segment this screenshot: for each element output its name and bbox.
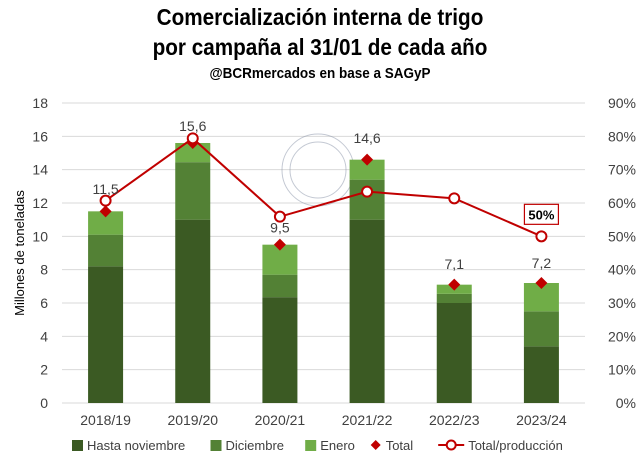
bar-diciembre	[88, 234, 124, 267]
y-tick-label: 10	[32, 228, 48, 244]
y-tick-label: 4	[40, 328, 48, 344]
bar-diciembre	[523, 311, 559, 347]
y2-tick-label: 10%	[608, 362, 636, 378]
ratio-marker	[186, 132, 199, 145]
x-tick-label: 2023/24	[516, 412, 567, 428]
total-data-label: 14,6	[353, 130, 380, 146]
x-tick-label: 2020/21	[255, 412, 306, 428]
total-marker	[448, 278, 461, 291]
y-tick-label: 8	[40, 262, 48, 278]
x-tick-label: 2019/20	[167, 412, 218, 428]
legend-swatch	[305, 440, 317, 451]
ratio-marker	[448, 192, 461, 205]
y-tick-label: 18	[32, 95, 48, 111]
legend-total-marker	[370, 440, 381, 450]
total-data-label: 7,2	[532, 255, 552, 271]
total-marker	[361, 153, 374, 166]
y2-tick-label: 90%	[608, 95, 636, 111]
y-tick-label: 16	[32, 128, 48, 144]
ratio-marker	[99, 194, 112, 207]
bar-hasta-noviembre	[88, 266, 124, 403]
legend-swatch	[72, 440, 83, 451]
total-data-label: 9,5	[270, 220, 290, 236]
bar-enero	[349, 159, 385, 180]
y-tick-label: 12	[32, 195, 48, 211]
chart-subtitle: @BCRmercados en base a SAGyP	[209, 65, 431, 82]
legend-label: Total	[386, 438, 414, 453]
legend-label: Hasta noviembre	[87, 438, 185, 453]
total-data-label: 15,6	[179, 118, 206, 134]
bar-hasta-noviembre	[436, 303, 472, 403]
legend-ratio-marker	[445, 439, 457, 451]
total-data-label: 7,1	[445, 256, 465, 272]
y-tick-label: 14	[32, 162, 48, 178]
legend-label: Diciembre	[226, 438, 285, 453]
y2-tick-label: 70%	[608, 162, 636, 178]
bar-diciembre	[436, 293, 472, 303]
legend-label: Total/producción	[468, 438, 563, 453]
ratio-data-label: 50%	[528, 207, 554, 222]
y-tick-label: 2	[40, 362, 48, 378]
y2-tick-label: 20%	[608, 328, 636, 344]
y2-tick-label: 40%	[608, 262, 636, 278]
chart-title-line2: por campaña al 31/01 de cada año	[152, 34, 488, 60]
y2-tick-label: 0%	[616, 395, 636, 411]
bar-hasta-noviembre	[349, 219, 385, 403]
chart-title: Comercialización interna de trigo	[156, 4, 484, 30]
bar-enero	[88, 211, 124, 235]
ratio-marker	[361, 185, 374, 198]
y2-tick-label: 80%	[608, 128, 636, 144]
y2-tick-label: 60%	[608, 195, 636, 211]
ratio-line	[105, 137, 542, 238]
y-tick-label: 0	[40, 395, 48, 411]
x-tick-label: 2022/23	[429, 412, 480, 428]
x-tick-label: 2018/19	[80, 412, 131, 428]
y2-tick-label: 50%	[608, 228, 636, 244]
ratio-marker	[535, 230, 548, 243]
bar-hasta-noviembre	[523, 346, 559, 403]
total-marker	[273, 238, 286, 251]
y-tick-label: 6	[40, 295, 48, 311]
total-marker	[535, 277, 548, 289]
ratio-marker	[273, 210, 286, 223]
bar-enero	[175, 143, 211, 163]
bar-diciembre	[262, 274, 298, 298]
legend-label: Enero	[320, 438, 355, 453]
bar-hasta-noviembre	[175, 219, 211, 403]
bar-hasta-noviembre	[262, 297, 298, 403]
total-marker	[99, 205, 112, 218]
total-data-label: 11,5	[92, 181, 118, 197]
y2-tick-label: 30%	[608, 295, 636, 311]
x-tick-label: 2021/22	[342, 412, 393, 428]
y-axis-label: Millones de toneladas	[12, 190, 27, 316]
bar-diciembre	[175, 162, 211, 220]
legend-swatch	[210, 440, 222, 451]
ratio-label-box	[523, 203, 560, 225]
